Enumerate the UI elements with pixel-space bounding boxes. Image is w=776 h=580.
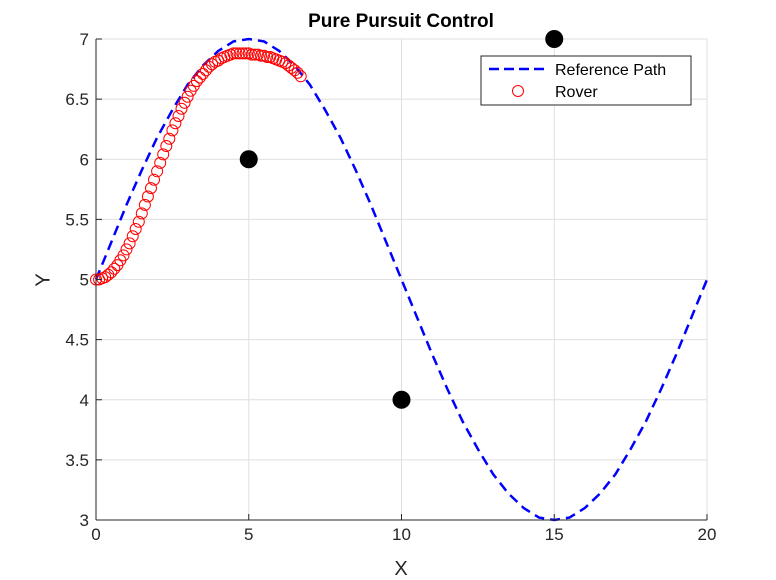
rover-point — [120, 243, 133, 256]
rover-point — [203, 60, 215, 73]
axes — [95, 38, 708, 521]
x-tick-label: 20 — [698, 525, 717, 544]
x-tick-label: 15 — [545, 525, 564, 544]
rover-point — [294, 70, 307, 83]
rover-point — [126, 230, 139, 243]
rover-point — [245, 48, 258, 61]
y-tick-label: 5.5 — [65, 210, 89, 229]
x-axis-label: X — [394, 558, 407, 580]
rover-point — [239, 47, 252, 60]
rover-point — [190, 75, 203, 88]
rover-point — [236, 47, 249, 60]
rover-point — [145, 182, 157, 195]
rover-point — [157, 148, 170, 161]
rover-point — [163, 132, 176, 145]
y-tick-label: 6 — [80, 150, 89, 169]
rover-point — [132, 215, 145, 228]
x-tick-label: 5 — [244, 525, 253, 544]
rover-point — [123, 237, 136, 250]
rover-point — [255, 49, 267, 62]
y-tick-label: 5 — [80, 271, 89, 290]
rover-point — [105, 266, 118, 279]
rover-point — [151, 165, 164, 178]
rover-point — [169, 117, 182, 130]
rover-point — [148, 173, 160, 186]
y-tick-label: 7 — [80, 30, 89, 49]
waypoint-marker — [392, 390, 411, 409]
y-tick-label: 3 — [80, 511, 89, 530]
rover-point — [181, 90, 194, 103]
rover-point — [102, 268, 115, 281]
rover-point — [200, 64, 212, 77]
rover-point — [108, 262, 121, 275]
rover-point — [291, 66, 304, 79]
rover-point — [196, 67, 209, 80]
rover-point — [261, 51, 274, 63]
tick-labels: 0 5 10 15 20 3 3.5 4 4.5 5 5.5 6 6.5 7 — [65, 30, 716, 544]
y-tick-label: 3.5 — [65, 451, 89, 470]
y-tick-label: 4.5 — [65, 331, 89, 350]
chart-title: Pure Pursuit Control — [308, 11, 494, 32]
rover-point — [178, 96, 191, 109]
rover-point — [135, 207, 148, 220]
y-tick-label: 4 — [80, 391, 89, 410]
legend-box — [480, 55, 692, 106]
rover-point — [138, 198, 151, 211]
series-layer — [90, 30, 709, 522]
legend-rover-swatch — [512, 85, 524, 97]
rover-point — [285, 61, 298, 74]
rover-point — [227, 47, 240, 60]
x-tick-label: 0 — [91, 525, 100, 544]
y-tick-label: 6.5 — [65, 90, 89, 109]
y-axis-label: Y — [32, 273, 54, 286]
rover-point — [212, 54, 225, 67]
waypoint-marker — [239, 150, 258, 169]
rover-point — [160, 140, 173, 152]
rover-point — [175, 102, 188, 115]
rover-point — [193, 71, 206, 84]
x-tick-label: 10 — [392, 525, 411, 544]
rover-point — [230, 47, 243, 60]
rover-point — [248, 48, 261, 61]
legend-reference-path-label: Reference Path — [555, 62, 666, 79]
rover-point — [279, 57, 292, 70]
rover-point — [166, 124, 179, 137]
rover-point — [129, 223, 142, 235]
rover-point — [282, 59, 295, 72]
rover-point — [233, 47, 246, 60]
rover-point — [288, 64, 301, 77]
legend-rover-label: Rover — [555, 84, 598, 101]
rover-point — [154, 156, 167, 169]
legend: Reference Path Rover — [480, 55, 692, 106]
waypoint-marker — [545, 30, 564, 48]
rover-point — [141, 190, 154, 203]
rover-point — [172, 110, 185, 122]
rover-point — [206, 58, 219, 71]
rover-point — [99, 271, 112, 284]
rover-point — [117, 249, 130, 262]
